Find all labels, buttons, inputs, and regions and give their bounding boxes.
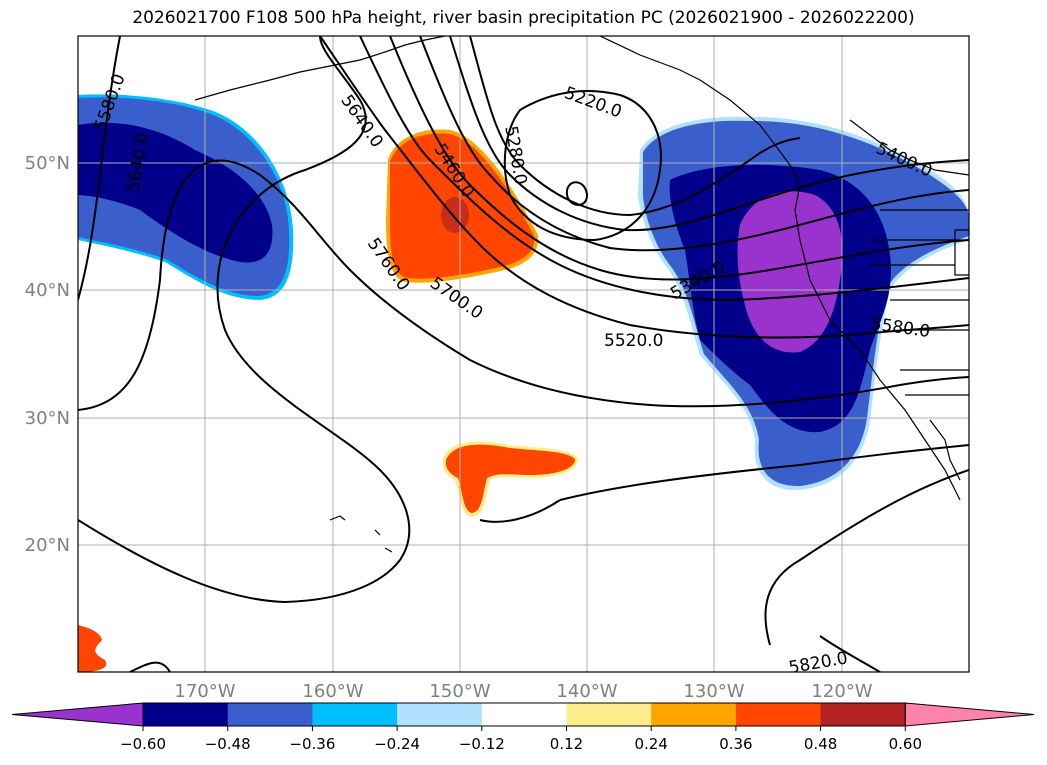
colorbar: −0.60 −0.48 −0.36 −0.24 −0.12 0.12 0.24 0.36 0.4… bbox=[11, 702, 1035, 753]
colorbar-segment bbox=[820, 703, 906, 726]
colorbar-tick-label: −0.48 bbox=[205, 735, 251, 753]
lat-label: 50°N bbox=[25, 153, 70, 174]
longitude-labels: 170°W 160°W 150°W 140°W 130°W 120°W bbox=[174, 681, 872, 702]
colorbar-tick-label: 0.48 bbox=[804, 735, 837, 753]
colorbar-extend-max bbox=[904, 702, 1035, 727]
colorbar-segment bbox=[651, 703, 737, 726]
positive-anomaly-corner bbox=[78, 625, 107, 672]
lon-label: 120°W bbox=[811, 681, 872, 702]
lon-label: 150°W bbox=[429, 681, 490, 702]
colorbar-tick-label: −0.60 bbox=[120, 735, 166, 753]
graticule bbox=[78, 36, 969, 672]
colorbar-segment bbox=[566, 703, 652, 726]
map-frame bbox=[77, 35, 970, 673]
colorbar-segment bbox=[397, 703, 483, 726]
positive-anomaly-north bbox=[386, 129, 539, 283]
negative-anomaly-west bbox=[78, 94, 294, 300]
colorbar-extend-min bbox=[11, 702, 144, 727]
positive-anomaly-south bbox=[442, 441, 579, 517]
latitude-labels: 50°N 40°N 30°N 20°N bbox=[25, 153, 70, 556]
lat-label: 20°N bbox=[25, 535, 70, 556]
colorbar-segment bbox=[143, 703, 229, 726]
map-area: 5580.0 5640.0 5640.0 5460.0 5280.0 5220.… bbox=[78, 36, 969, 672]
colorbar-tick-label: −0.12 bbox=[459, 735, 505, 753]
lon-label: 140°W bbox=[556, 681, 617, 702]
colorbar-outline bbox=[142, 702, 906, 727]
contour-label: 5520.0 bbox=[604, 331, 663, 351]
colorbar-segment bbox=[312, 703, 398, 726]
colorbar-tick-label: 0.36 bbox=[719, 735, 752, 753]
colorbar-segment bbox=[227, 703, 313, 726]
lon-label: 130°W bbox=[683, 681, 744, 702]
lat-label: 30°N bbox=[25, 408, 70, 429]
colorbar-tick-label: 0.12 bbox=[550, 735, 583, 753]
colorbar-tick-label: 0.60 bbox=[889, 735, 922, 753]
colorbar-tick-label: −0.24 bbox=[374, 735, 420, 753]
lat-label: 40°N bbox=[25, 280, 70, 301]
colorbar-segment bbox=[481, 703, 567, 726]
lon-label: 160°W bbox=[302, 681, 363, 702]
colorbar-segment bbox=[735, 703, 822, 726]
lon-label: 170°W bbox=[174, 681, 235, 702]
colorbar-tick-label: −0.36 bbox=[289, 735, 335, 753]
colorbar-tick-label: 0.24 bbox=[634, 735, 667, 753]
height-contours bbox=[78, 36, 969, 672]
map-title: 2026021700 F108 500 hPa height, river ba… bbox=[132, 8, 915, 28]
